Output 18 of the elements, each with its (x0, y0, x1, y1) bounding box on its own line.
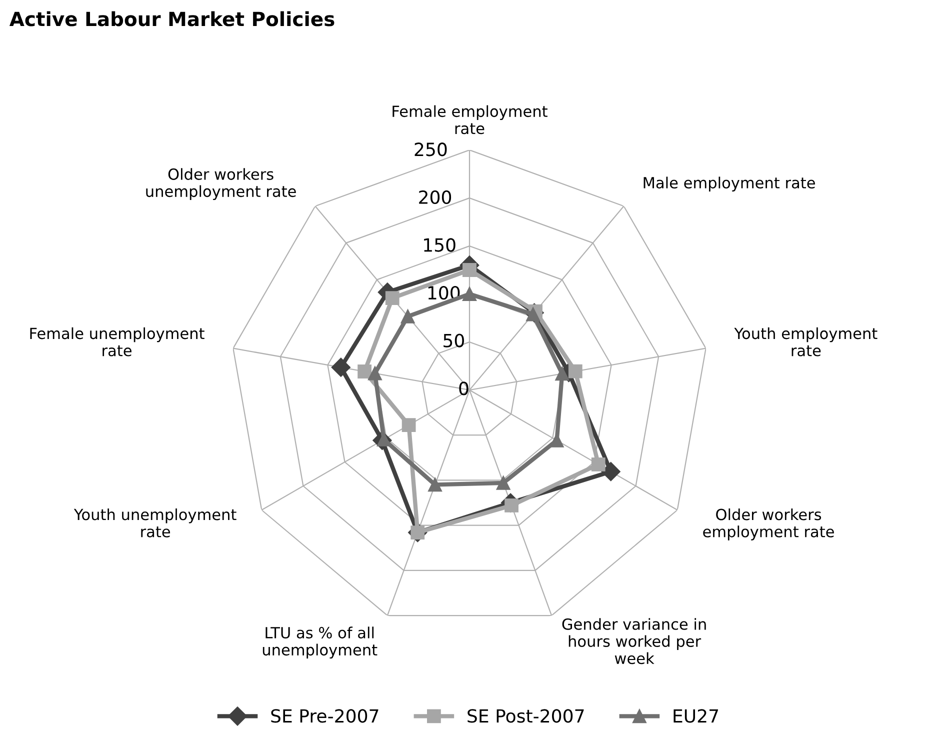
y-tick-label: 250 (414, 142, 447, 156)
y-tick-label: 50 (444, 334, 464, 348)
legend-label: SE Pre-2007 (271, 709, 378, 723)
spoke-label: Older workers unemployment rate (146, 168, 296, 200)
spoke-label: Male employment rate (644, 176, 815, 192)
y-tick-label: 200 (419, 190, 452, 204)
y-tick-label: 150 (424, 238, 456, 252)
spoke-label: Older workers employment rate (703, 508, 834, 540)
spoke-label: LTU as % of all unemployment (262, 626, 378, 659)
spoke-label: Gender variance in hours worked per week (562, 618, 706, 664)
legend-label: EU27 (674, 709, 718, 723)
spoke-label: Female unemployment rate (30, 327, 204, 356)
legend-label: SE Post-2007 (468, 709, 584, 723)
spoke-label: Youth employment rate (734, 327, 878, 356)
spoke-label: Female employment rate (392, 105, 548, 134)
spoke-label: Youth unemployment rate (74, 508, 236, 538)
chart-title: Active Labour Market Policies (9, 11, 334, 26)
y-tick-label: 0 (459, 382, 468, 396)
